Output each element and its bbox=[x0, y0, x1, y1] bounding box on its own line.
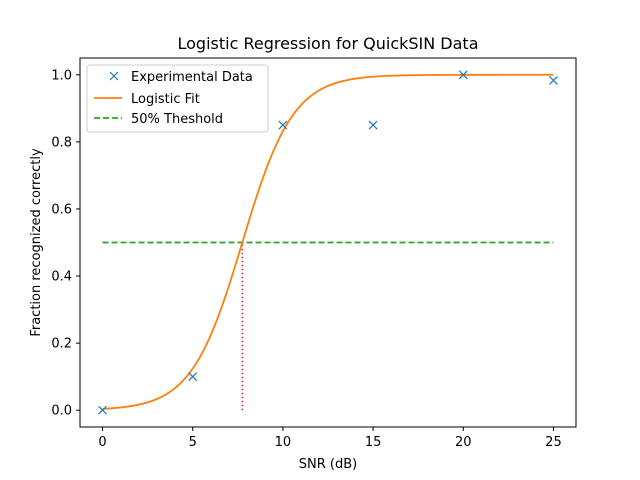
data-point-3 bbox=[368, 120, 378, 130]
data-point-5 bbox=[549, 76, 558, 85]
plot-area bbox=[98, 70, 558, 415]
chart-title: Logistic Regression for QuickSIN Data bbox=[177, 34, 478, 53]
y-tick-label-0: 0.0 bbox=[51, 404, 72, 419]
legend-label-threshold: 50% Theshold bbox=[131, 112, 223, 127]
x-tick-label-1: 5 bbox=[189, 435, 197, 450]
x-tick-label-4: 20 bbox=[455, 435, 472, 450]
y-axis: 0.0 0.2 0.4 0.6 0.8 1.0 bbox=[51, 68, 80, 419]
x-tick-label-5: 25 bbox=[545, 435, 562, 450]
legend: Experimental Data Logistic Fit 50% Thesh… bbox=[86, 64, 269, 133]
y-axis-label: Fraction recognized correctly bbox=[29, 148, 44, 337]
legend-box bbox=[86, 64, 269, 133]
x-axis-label: SNR (dB) bbox=[299, 457, 357, 472]
data-point-0 bbox=[98, 405, 107, 415]
x-axis: 0 5 10 15 20 25 bbox=[98, 427, 562, 450]
x-tick-label-2: 10 bbox=[275, 435, 292, 450]
x-tick-label-0: 0 bbox=[98, 435, 106, 450]
logistic-fit-line bbox=[102, 73, 554, 410]
y-tick-label-1: 0.2 bbox=[51, 337, 72, 352]
legend-label-logistic-fit: Logistic Fit bbox=[131, 92, 200, 107]
plot-frame bbox=[79, 57, 577, 428]
data-point-1 bbox=[188, 372, 198, 382]
data-point-2 bbox=[278, 120, 288, 130]
y-tick-label-4: 0.8 bbox=[51, 135, 72, 150]
data-point-4 bbox=[458, 70, 468, 80]
y-tick-label-3: 0.6 bbox=[51, 202, 72, 217]
y-tick-label-2: 0.4 bbox=[51, 270, 72, 285]
legend-marker-experimental bbox=[109, 71, 119, 81]
x-tick-label-3: 15 bbox=[365, 435, 382, 450]
legend-label-experimental: Experimental Data bbox=[131, 70, 253, 85]
y-tick-label-5: 1.0 bbox=[51, 68, 72, 83]
